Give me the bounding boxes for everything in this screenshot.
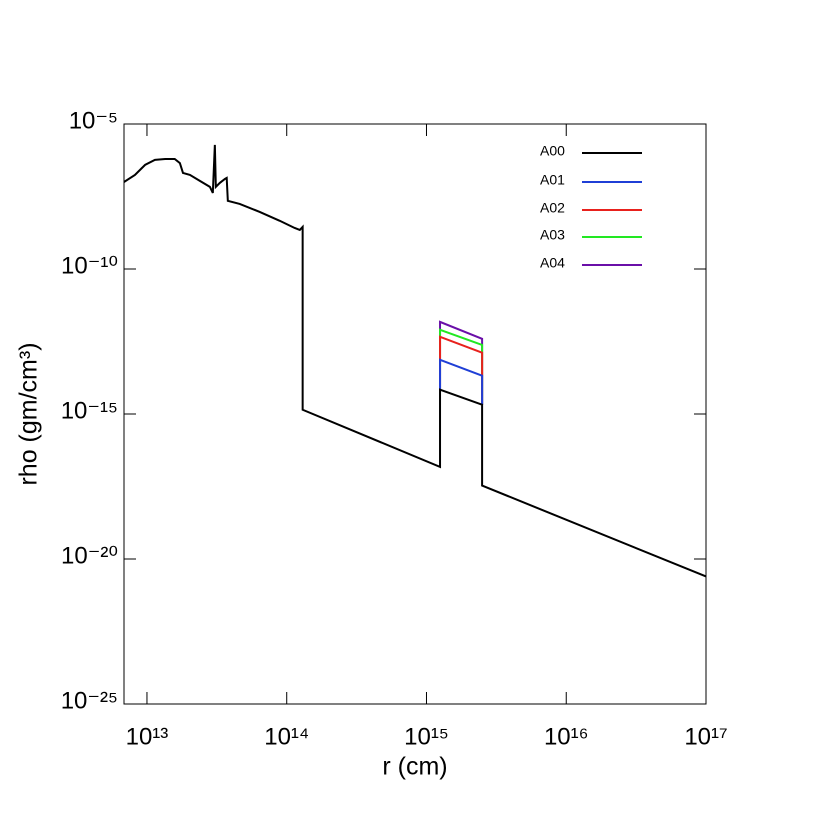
legend-label: A00 xyxy=(540,143,565,159)
legend-label: A03 xyxy=(540,227,565,243)
legend-label: A01 xyxy=(540,172,565,188)
x-tick-label: 10¹⁶ xyxy=(544,723,589,750)
x-tick-label: 10¹⁵ xyxy=(404,723,449,750)
data-line xyxy=(123,144,707,578)
x-tick-label: 10¹³ xyxy=(126,723,169,750)
data-line xyxy=(439,358,484,405)
y-tick-label: 10⁻¹⁰ xyxy=(61,252,118,279)
data-line xyxy=(439,335,484,405)
legend-label: A02 xyxy=(540,200,565,216)
y-tick-label: 10⁻⁵ xyxy=(69,107,118,134)
y-tick-label: 10⁻¹⁵ xyxy=(61,397,118,424)
legend-label: A04 xyxy=(540,255,565,271)
x-tick-label: 10¹⁴ xyxy=(264,723,309,750)
x-axis-label: r (cm) xyxy=(382,753,447,781)
x-tick-label: 10¹⁷ xyxy=(684,723,727,750)
y-axis-label: rho (gm/cm³) xyxy=(15,342,43,485)
y-tick-label: 10⁻²⁰ xyxy=(61,542,118,569)
y-tick-label: 10⁻²⁵ xyxy=(61,687,118,714)
